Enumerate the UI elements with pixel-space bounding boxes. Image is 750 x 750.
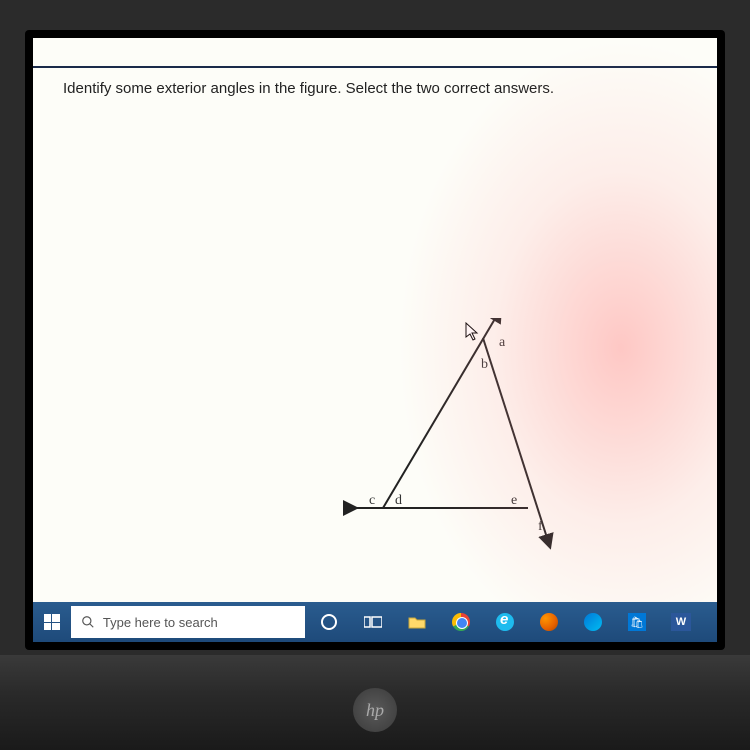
chrome-icon <box>452 613 470 631</box>
cortana-icon <box>321 614 337 630</box>
task-view-icon <box>364 615 382 629</box>
label-b: b <box>481 357 488 372</box>
firefox-icon <box>540 613 558 631</box>
chrome-button[interactable] <box>441 602 481 642</box>
triangle-figure: a b c d e f <box>313 318 613 578</box>
question-text: Identify some exterior angles in the fig… <box>63 80 554 97</box>
file-explorer-button[interactable] <box>397 602 437 642</box>
label-f: f <box>538 519 543 534</box>
screen: Identify some exterior angles in the fig… <box>33 38 717 642</box>
divider-line <box>33 66 717 68</box>
search-placeholder: Type here to search <box>103 615 218 630</box>
windows-icon <box>44 614 60 630</box>
task-view-button[interactable] <box>353 602 393 642</box>
search-box[interactable]: Type here to search <box>71 606 305 638</box>
store-icon: 🛍 <box>628 613 646 631</box>
content-area: Identify some exterior angles in the fig… <box>33 38 717 602</box>
word-icon: W <box>671 613 691 631</box>
laptop-base: hp <box>0 655 750 750</box>
taskbar: Type here to search 🛍 W <box>33 602 717 642</box>
label-a: a <box>499 335 506 350</box>
start-button[interactable] <box>33 602 71 642</box>
label-c: c <box>369 493 375 508</box>
edge-button[interactable] <box>573 602 613 642</box>
label-d: d <box>395 493 402 508</box>
store-button[interactable]: 🛍 <box>617 602 657 642</box>
firefox-button[interactable] <box>529 602 569 642</box>
cortana-button[interactable] <box>309 602 349 642</box>
ie-button[interactable] <box>485 602 525 642</box>
ie-icon <box>496 613 514 631</box>
cursor-icon <box>465 322 481 347</box>
hp-logo: hp <box>353 688 397 732</box>
taskbar-icons: 🛍 W <box>305 602 705 642</box>
label-e: e <box>511 493 517 508</box>
edge-icon <box>584 613 602 631</box>
screen-bezel: Identify some exterior angles in the fig… <box>25 30 725 650</box>
search-icon <box>81 615 95 629</box>
folder-icon <box>408 615 426 629</box>
word-button[interactable]: W <box>661 602 701 642</box>
laptop-frame: Identify some exterior angles in the fig… <box>0 0 750 750</box>
